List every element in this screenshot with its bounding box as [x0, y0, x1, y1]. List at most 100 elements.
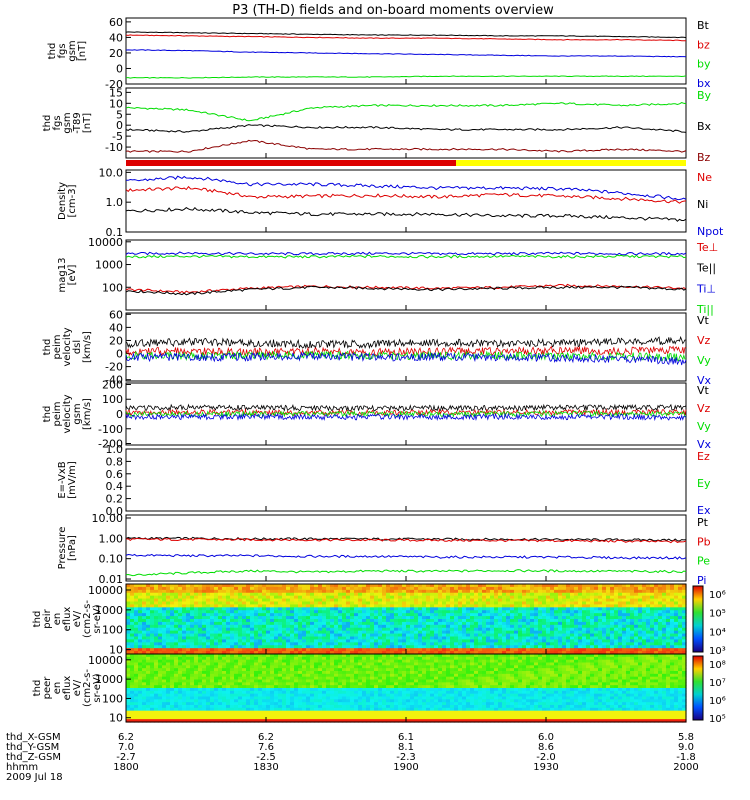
y-tick-label: 0 — [116, 348, 123, 361]
y-tick-label: 100 — [102, 692, 123, 705]
panel-density: 10.0 1.0 0.1 Density [cm-3] Ne Ni Npot — [57, 166, 724, 239]
x-row-value: 7.0 — [118, 742, 134, 753]
legend-Vy: Vy — [697, 420, 711, 433]
x-row-label: thd_X-GSM — [6, 732, 61, 743]
x-row-value: -2.3 — [396, 752, 416, 763]
y-axis-label: thd — [42, 406, 53, 423]
colorbar-tick-label: 10⁵ — [709, 714, 726, 725]
series-Ne — [125, 185, 687, 204]
y-tick-label: 20 — [109, 334, 123, 347]
y-tick-label: 100 — [102, 281, 123, 294]
x-row-value: 6.2 — [118, 732, 134, 743]
colorbar-tick-label: 10⁸ — [709, 660, 726, 671]
y-tick-label: -20 — [105, 361, 123, 374]
series-Bz — [125, 139, 687, 153]
series-bx — [125, 49, 687, 58]
legend-Ex: Ex — [697, 504, 711, 517]
legend-Te||: Te|| — [696, 262, 716, 275]
series-Bt — [125, 31, 687, 39]
legend-Pb: Pb — [697, 535, 711, 548]
y-tick-label: 0.6 — [106, 468, 124, 481]
colorbar — [692, 585, 704, 653]
x-row-value: -2.0 — [536, 752, 556, 763]
y-axis-label: E=-VxB — [57, 461, 68, 498]
y-tick-label: 5 — [116, 108, 123, 121]
y-tick-label: -200 — [98, 438, 123, 451]
x-row-value: -2.7 — [116, 752, 136, 763]
y-axis-label: thd — [32, 680, 43, 697]
legend-Npot: Npot — [697, 225, 724, 238]
x-row-value: 1800 — [113, 762, 138, 773]
series-Pe — [125, 569, 687, 577]
x-row-value: 8.1 — [398, 742, 414, 753]
heatmap-cells — [126, 584, 687, 655]
y-axis-label: mag13 — [57, 258, 68, 293]
series-By — [125, 102, 687, 122]
series-Ti⊥ — [125, 251, 687, 256]
y-axis-label: [nT] — [82, 113, 93, 133]
y-tick-label: 40 — [109, 321, 123, 334]
y-axis-label: [nPa] — [67, 535, 78, 561]
y-axis-label: thd — [42, 115, 53, 132]
y-tick-label: -40 — [105, 374, 123, 387]
x-row-value: 1830 — [253, 762, 278, 773]
legend-bz: bz — [697, 38, 710, 51]
y-axis-label: gsm — [72, 403, 83, 424]
panel-peir_spec: 10⁶ 10⁵ 10⁴ 10³ 10000 1000 100 10 thd peir en eflux… — [32, 583, 726, 657]
x-row-value: 7.6 — [258, 742, 274, 753]
legend-Vy: Vy — [697, 354, 711, 367]
y-tick-label: 40 — [109, 31, 123, 44]
y-tick-label: 1000 — [95, 259, 123, 272]
panel-frame — [125, 87, 687, 159]
panel-peer_spec: 10⁸ 10⁷ 10⁶ 10⁵ 10000 1000 100 10 thd peer en eflux… — [32, 653, 726, 725]
panel-temperature: 10000 1000 100 mag13 [eV] Te⊥ Te|| Ti⊥ Ti|| — [57, 236, 718, 316]
y-axis-label: dsl — [72, 340, 83, 354]
y-tick-label: 15 — [109, 86, 123, 99]
legend-Bt: Bt — [697, 19, 710, 32]
series-Pi — [125, 553, 687, 560]
x-row-value: 1900 — [393, 762, 418, 773]
y-tick-label: 0.0 — [106, 505, 124, 518]
y-tick-label: 0.10 — [99, 553, 124, 566]
figure-title: P3 (TH-D) fields and on-board moments ov… — [232, 3, 554, 18]
x-row-value: 6.2 — [258, 732, 274, 743]
y-axis-label: peim — [52, 401, 63, 426]
colorbar-tick-label: 10⁷ — [709, 678, 726, 689]
y-axis-label: [km/s] — [82, 331, 93, 363]
x-row-value: 1930 — [533, 762, 558, 773]
series-Ti|| — [125, 254, 687, 259]
y-tick-label: -100 — [98, 423, 123, 436]
x-row-label: thd_Y-GSM — [6, 742, 59, 753]
legend-Ni: Ni — [697, 198, 708, 211]
y-axis-label: eflux — [62, 676, 73, 701]
y-axis-label: peer — [42, 676, 53, 700]
legend-Bz: Bz — [697, 151, 711, 164]
series-Vx — [125, 351, 687, 366]
legend-Pt: Pt — [697, 516, 709, 529]
y-axis-label: [eV] — [67, 265, 78, 286]
x-row-value: 2000 — [673, 762, 698, 773]
colorbar-tick-label: 10³ — [709, 646, 726, 657]
y-tick-label: 1.0 — [106, 443, 124, 456]
series-bz — [125, 34, 687, 42]
x-row-value: -1.8 — [676, 752, 696, 763]
y-axis-label: sr-eV) — [92, 673, 103, 702]
y-tick-label: 100 — [102, 393, 123, 406]
y-axis-label: eV/ — [72, 679, 83, 696]
y-tick-label: 10000 — [88, 584, 123, 597]
y-tick-label: 0.2 — [106, 493, 124, 506]
y-axis-label: gsm — [62, 112, 73, 133]
y-axis-label: velocity — [62, 394, 73, 433]
heatmap-cells — [126, 654, 687, 723]
legend-Ey: Ey — [697, 477, 711, 490]
series-Vt — [125, 403, 687, 412]
y-axis-label: thd — [42, 339, 53, 356]
panel-frame — [125, 239, 687, 311]
legend-Vx: Vx — [697, 438, 712, 451]
panel-frame — [125, 312, 687, 382]
legend-Vt: Vt — [697, 384, 710, 397]
colorbar-tick-label: 10⁶ — [709, 696, 726, 707]
